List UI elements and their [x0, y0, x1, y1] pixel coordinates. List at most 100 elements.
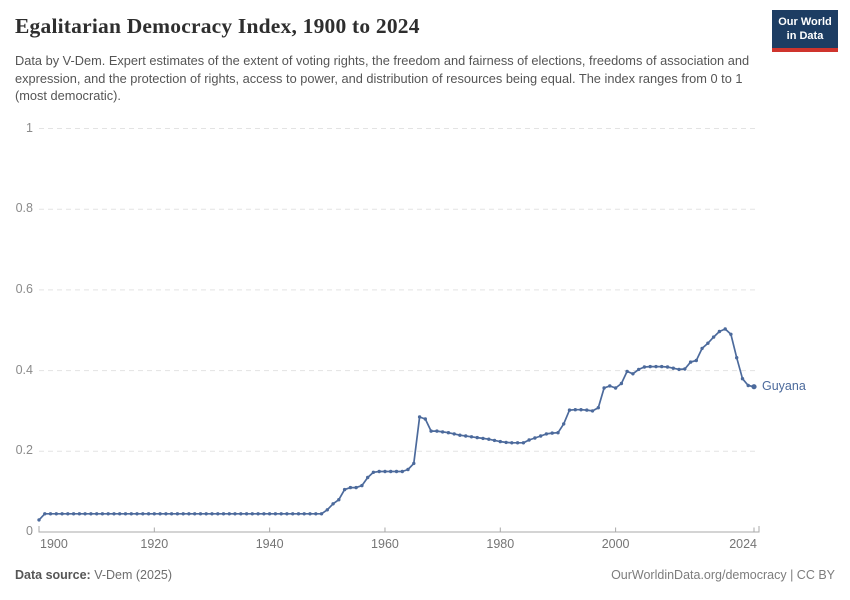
data-point	[735, 356, 739, 360]
data-point	[683, 367, 687, 371]
data-point	[452, 432, 456, 436]
data-point	[642, 365, 647, 369]
data-point	[169, 512, 174, 516]
data-point	[221, 512, 226, 516]
data-point	[394, 469, 399, 474]
data-point	[244, 512, 249, 516]
x-axis-label: 1980	[486, 537, 515, 551]
data-point	[296, 512, 301, 516]
data-point	[204, 512, 208, 516]
data-point	[573, 408, 577, 412]
data-point	[383, 469, 387, 474]
data-point	[729, 332, 733, 336]
data-point	[469, 435, 474, 439]
data-point	[325, 508, 329, 512]
data-point	[567, 408, 572, 412]
data-point	[66, 512, 70, 516]
data-point	[123, 512, 128, 516]
data-point	[440, 430, 445, 434]
x-axis-label: 1940	[255, 537, 284, 551]
owid-logo[interactable]: Our World in Data	[772, 10, 838, 52]
data-point	[665, 365, 670, 369]
data-point	[279, 512, 283, 516]
data-source-note: Data source: V-Dem (2025)	[15, 568, 172, 582]
data-point	[429, 429, 433, 433]
data-point	[308, 512, 312, 516]
data-point	[60, 512, 64, 516]
data-point	[694, 358, 698, 363]
data-point	[677, 367, 681, 372]
data-point	[619, 381, 624, 386]
data-point	[360, 483, 364, 488]
series-label-guyana[interactable]: Guyana	[762, 378, 806, 393]
data-point	[544, 432, 549, 436]
data-point	[458, 433, 462, 437]
data-point	[377, 469, 381, 474]
data-point	[527, 438, 531, 442]
data-point	[95, 512, 99, 516]
data-point	[585, 408, 589, 412]
y-axis-label: 0.4	[15, 362, 33, 377]
data-point	[389, 469, 393, 474]
data-point	[487, 437, 491, 441]
data-point	[319, 512, 324, 516]
data-point	[446, 431, 451, 435]
data-point	[654, 364, 658, 369]
data-point	[464, 434, 468, 438]
data-point	[164, 512, 168, 516]
data-point	[118, 512, 122, 516]
data-point	[510, 441, 514, 445]
data-point	[406, 467, 410, 472]
data-point	[100, 512, 105, 516]
data-point	[550, 431, 554, 435]
data-point	[435, 429, 439, 433]
data-point	[602, 386, 606, 390]
data-point	[613, 386, 618, 390]
owid-logo-line1: Our World	[778, 16, 832, 28]
data-point	[342, 487, 347, 492]
data-point	[267, 512, 272, 516]
data-point	[504, 440, 508, 445]
data-point	[579, 408, 583, 412]
data-point	[366, 475, 370, 480]
y-axis-label: 0.8	[15, 201, 33, 216]
data-point	[250, 512, 254, 516]
data-point	[637, 367, 641, 372]
data-point	[711, 335, 716, 339]
data-point	[112, 512, 116, 516]
data-point	[417, 415, 422, 419]
data-point	[423, 417, 427, 421]
data-point	[348, 485, 353, 490]
data-point	[596, 406, 600, 410]
data-point	[625, 369, 629, 374]
guyana-line	[38, 328, 755, 521]
data-point	[141, 512, 145, 516]
y-axis-label: 0.6	[15, 281, 33, 296]
owid-attribution-link[interactable]: OurWorldinData.org/democracy | CC BY	[611, 568, 835, 582]
data-point	[152, 512, 156, 516]
data-point	[216, 512, 220, 516]
data-point	[48, 512, 53, 516]
data-point	[648, 364, 652, 369]
data-point	[481, 436, 485, 441]
data-point	[77, 512, 82, 516]
data-point	[746, 383, 750, 388]
data-point	[706, 341, 710, 345]
data-point	[227, 512, 231, 516]
data-point	[354, 485, 358, 490]
data-point	[590, 409, 595, 413]
data-point	[492, 438, 497, 443]
data-point	[187, 512, 191, 516]
x-axis-label: 1920	[140, 537, 169, 551]
data-point	[273, 512, 278, 516]
data-point	[717, 329, 722, 334]
data-point	[146, 512, 151, 516]
data-point	[688, 360, 693, 364]
data-point	[515, 441, 520, 445]
data-point	[135, 512, 139, 516]
data-point	[239, 512, 243, 516]
data-point	[262, 512, 266, 516]
data-point	[740, 377, 745, 381]
